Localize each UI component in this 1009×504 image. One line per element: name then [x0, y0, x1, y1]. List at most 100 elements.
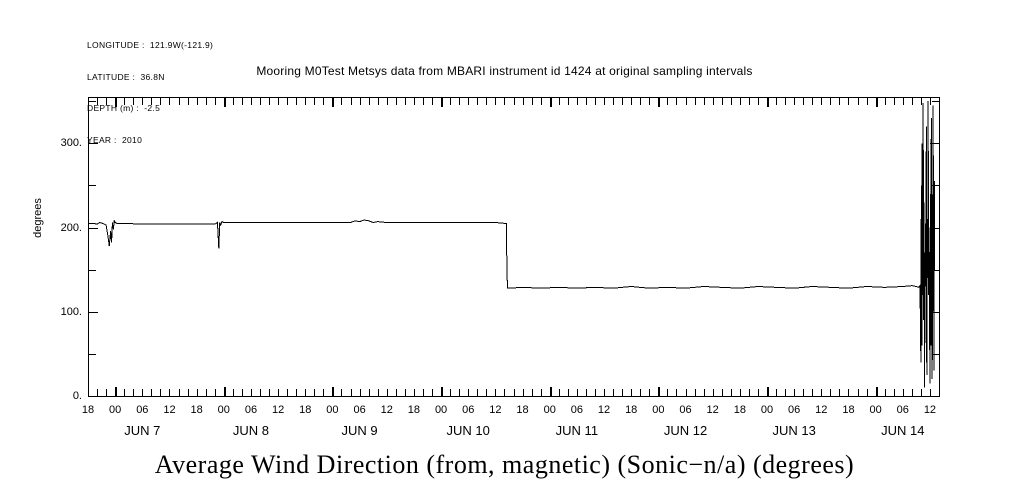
x-hour-label: 12: [271, 404, 285, 416]
x-hour-label: 00: [217, 404, 230, 416]
x-tick-minor-top: [197, 98, 198, 105]
x-tick-minor-bottom: [486, 389, 487, 396]
x-tick-minor-top: [731, 98, 732, 105]
x-tick-minor-top: [622, 98, 623, 105]
x-tick-minor-top: [858, 98, 859, 105]
y-axis-title: degrees: [32, 198, 44, 238]
x-tick-minor-top: [749, 98, 750, 105]
x-tick-minor-top: [88, 98, 89, 105]
x-tick-minor-bottom: [785, 389, 786, 396]
x-tick-minor-top: [251, 98, 252, 105]
x-day-label: JUN 13: [772, 423, 816, 438]
x-day-label: JUN 14: [881, 423, 925, 438]
x-tick-minor-top: [287, 98, 288, 105]
x-tick-day-top: [550, 98, 552, 107]
x-hour-label: 06: [679, 404, 692, 416]
x-tick-minor-top: [432, 98, 433, 105]
x-tick-minor-bottom: [631, 389, 632, 396]
x-tick-minor-bottom: [749, 389, 750, 396]
x-hour-label: 00: [326, 404, 339, 416]
x-tick-minor-top: [794, 98, 795, 105]
x-tick-minor-top: [803, 98, 804, 105]
y-tick-right: [932, 185, 939, 187]
x-tick-minor-top: [396, 98, 397, 105]
x-tick-minor-bottom: [695, 389, 696, 396]
x-tick-minor-top: [577, 98, 578, 105]
x-tick-minor-bottom: [278, 389, 279, 396]
x-hour-label: 00: [869, 404, 882, 416]
x-hour-label: 06: [244, 404, 258, 416]
x-tick-minor-bottom: [106, 389, 107, 396]
x-tick-minor-bottom: [867, 389, 868, 396]
x-tick-day-top: [332, 98, 334, 107]
y-tick-label: 0.: [72, 390, 82, 402]
y-tick-right: [930, 396, 939, 397]
x-tick-minor-bottom: [88, 389, 89, 396]
x-tick-minor-bottom: [215, 389, 216, 396]
x-tick-day-bottom: [115, 387, 117, 396]
x-tick-minor-bottom: [713, 389, 714, 396]
x-tick-minor-top: [686, 98, 687, 105]
x-hour-label: 18: [299, 404, 312, 416]
x-tick-minor-top: [939, 98, 940, 105]
x-tick-minor-bottom: [758, 389, 759, 396]
x-tick-minor-top: [867, 98, 868, 105]
x-tick-minor-top: [676, 98, 677, 105]
x-tick-minor-top: [894, 98, 895, 105]
x-tick-minor-top: [97, 98, 98, 105]
x-tick-day-top: [224, 98, 226, 107]
x-tick-minor-top: [595, 98, 596, 105]
x-tick-minor-top: [477, 98, 478, 105]
x-day-label: JUN 7: [124, 423, 161, 438]
x-tick-minor-bottom: [351, 389, 352, 396]
x-day-label: JUN 9: [341, 423, 378, 438]
y-tick-minor: [89, 185, 96, 187]
x-tick-minor-top: [812, 98, 813, 105]
x-tick-minor-bottom: [151, 389, 152, 396]
x-tick-minor-top: [649, 98, 650, 105]
metadata-longitude: LONGITUDE : 121.9W(-121.9): [87, 40, 214, 50]
y-tick-right: [932, 269, 939, 271]
x-hour-label: 06: [353, 404, 366, 416]
data-trace: [88, 101, 935, 388]
y-tick-right: [932, 353, 939, 355]
x-tick-minor-top: [179, 98, 180, 105]
axis-right: [939, 97, 940, 397]
x-tick-minor-top: [885, 98, 886, 105]
x-tick-minor-bottom: [260, 389, 261, 396]
x-tick-minor-top: [704, 98, 705, 105]
x-tick-minor-bottom: [649, 389, 650, 396]
plot-title: Mooring M0Test Metsys data from MBARI in…: [256, 64, 753, 78]
x-tick-minor-top: [314, 98, 315, 105]
x-tick-minor-bottom: [378, 389, 379, 396]
x-tick-minor-top: [387, 98, 388, 105]
x-tick-minor-bottom: [314, 389, 315, 396]
x-tick-minor-bottom: [323, 389, 324, 396]
x-tick-minor-bottom: [848, 389, 849, 396]
x-tick-minor-bottom: [903, 389, 904, 396]
x-tick-minor-top: [360, 98, 361, 105]
x-hour-label: 12: [163, 404, 176, 416]
x-tick-minor-bottom: [423, 389, 424, 396]
x-tick-minor-bottom: [160, 389, 161, 396]
metadata-year: YEAR : 2010: [87, 134, 143, 145]
x-tick-minor-top: [640, 98, 641, 105]
x-tick-minor-top: [821, 98, 822, 105]
x-hour-label: 12: [380, 404, 393, 416]
x-tick-minor-bottom: [269, 389, 270, 396]
x-tick-minor-bottom: [369, 389, 370, 396]
x-axis-day-labels: JUN 7 JUN 8 JUN 9 JUN 10 JUN 11 JUN 12 JUN 13 J…: [88, 423, 940, 443]
x-tick-minor-top: [378, 98, 379, 105]
x-hour-label: 06: [896, 404, 909, 416]
x-tick-day-top: [115, 98, 117, 107]
x-tick-minor-top: [504, 98, 505, 105]
x-tick-minor-bottom: [405, 389, 406, 396]
x-hour-label: 18: [190, 404, 203, 416]
axis-top: [88, 97, 940, 98]
x-tick-minor-top: [206, 98, 207, 105]
x-tick-minor-bottom: [604, 389, 605, 396]
x-tick-minor-top: [921, 98, 922, 105]
x-tick-minor-top: [450, 98, 451, 105]
x-tick-minor-top: [323, 98, 324, 105]
